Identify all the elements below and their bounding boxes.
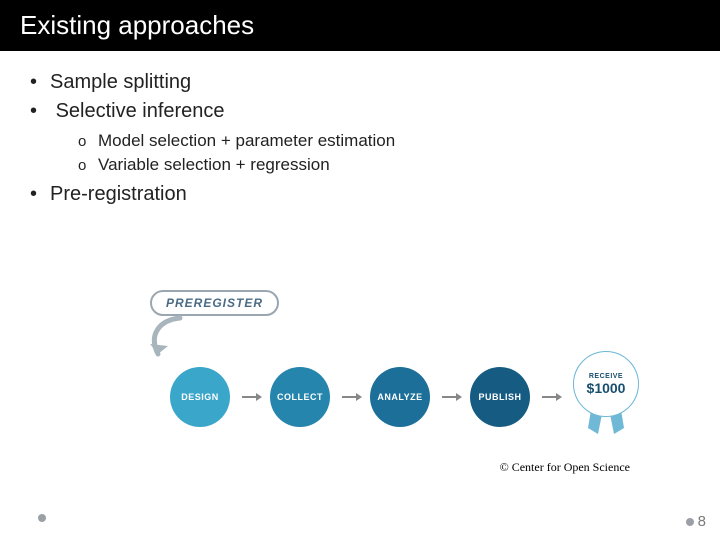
bullet-selective-inference: Selective inference Model selection + pa… [50,100,690,175]
bullet-pre-registration: Pre-registration [50,183,690,206]
award-ribbon: RECEIVE $1000 [570,352,642,442]
bullet-sample-splitting: Sample splitting [50,71,690,94]
ribbon-receive-label: RECEIVE [589,373,623,380]
step-design: DESIGN [170,367,230,427]
arrow-connector-icon [242,396,258,398]
preregister-diagram: PREREGISTER DESIGN COLLECT ANALYZE PUBLI… [140,290,640,440]
sub-model-selection: Model selection + parameter estimation [98,131,690,151]
page-number: 8 [686,513,706,530]
content-area: Sample splitting Selective inference Mod… [0,51,720,206]
page-number-value: 8 [698,513,706,530]
arrow-connector-icon [542,396,558,398]
step-collect: COLLECT [270,367,330,427]
process-steps-row: DESIGN COLLECT ANALYZE PUBLISH RECEIVE $… [170,352,642,442]
step-publish: PUBLISH [470,367,530,427]
footer-dot-icon [38,514,46,522]
main-bullet-list: Sample splitting Selective inference Mod… [30,71,690,206]
slide-title: Existing approaches [0,0,720,51]
arrow-connector-icon [342,396,358,398]
arrow-connector-icon [442,396,458,398]
image-credit: © Center for Open Science [500,460,630,475]
ribbon-center: RECEIVE $1000 [574,352,638,416]
bullet-selective-inference-label: Selective inference [56,100,225,122]
sub-variable-selection: Variable selection + regression [98,155,690,175]
ribbon-amount-label: $1000 [587,380,626,396]
page-dot-icon [686,518,694,526]
step-analyze: ANALYZE [370,367,430,427]
sub-bullet-list: Model selection + parameter estimation V… [50,131,690,175]
